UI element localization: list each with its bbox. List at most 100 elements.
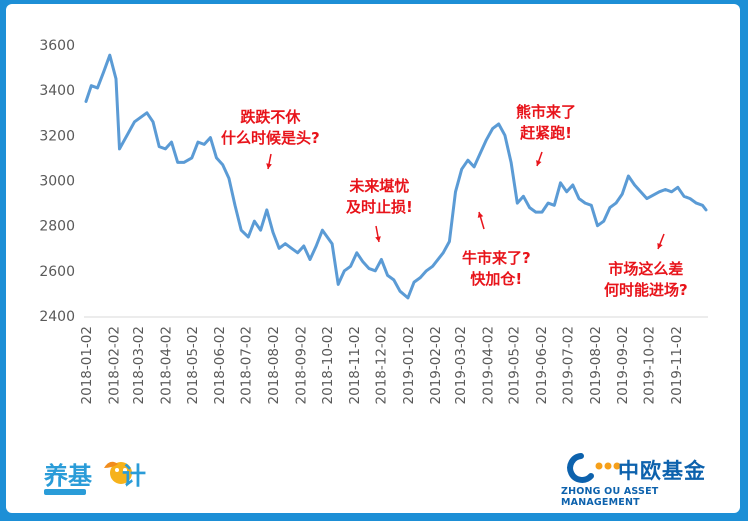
- annotation-arrowhead: [477, 212, 484, 218]
- data-point: [528, 206, 531, 209]
- data-point: [209, 136, 212, 139]
- data-point: [330, 242, 334, 245]
- x-tick-label: 2019-02-02: [428, 326, 444, 404]
- data-point: [151, 120, 155, 124]
- data-point: [139, 116, 142, 119]
- x-tick-label: 2019-04-02: [480, 326, 496, 404]
- x-tick-label: 2019-08-02: [588, 326, 604, 404]
- data-point: [84, 100, 88, 103]
- data-point: [460, 168, 463, 171]
- scroll-indicator[interactable]: [742, 350, 748, 364]
- x-tick-label: 2019-11-02: [669, 326, 685, 404]
- data-point: [419, 276, 422, 279]
- data-point: [676, 186, 679, 189]
- data-point: [315, 244, 318, 248]
- data-point: [90, 84, 93, 87]
- data-point: [321, 229, 324, 232]
- data-point: [221, 163, 224, 166]
- y-tick-label: 3400: [39, 83, 75, 99]
- data-point: [491, 127, 494, 130]
- data-point: [688, 197, 692, 200]
- data-point: [442, 251, 445, 254]
- data-point: [343, 269, 346, 272]
- data-point: [522, 195, 525, 198]
- yangji-logo-text-a: 养基: [44, 462, 92, 490]
- data-point: [145, 111, 149, 115]
- data-point: [664, 188, 667, 191]
- data-point: [355, 251, 358, 254]
- x-tick-label: 2018-11-02: [347, 326, 363, 404]
- x-tick-label: 2018-08-02: [266, 326, 282, 404]
- data-point: [277, 247, 281, 250]
- x-tick-label: 2019-03-02: [453, 326, 469, 404]
- data-point: [479, 152, 482, 155]
- data-point: [374, 269, 377, 272]
- y-tick-label: 2800: [39, 219, 75, 235]
- annotation-5: 市场这么差 何时能进场?: [604, 259, 688, 301]
- x-tick-label: 2018-01-02: [79, 326, 95, 404]
- y-tick-label: 3600: [39, 38, 75, 54]
- data-point: [215, 156, 218, 160]
- data-point: [412, 280, 416, 284]
- x-tick-label: 2019-07-02: [561, 326, 577, 404]
- y-tick-label: 2400: [39, 309, 75, 325]
- x-tick-label: 2018-07-02: [239, 326, 255, 404]
- data-point: [190, 156, 193, 160]
- data-point: [164, 147, 167, 151]
- x-tick-label: 2018-04-02: [158, 326, 174, 404]
- x-tick-label: 2018-09-02: [293, 326, 309, 404]
- data-point: [247, 235, 250, 239]
- data-point: [701, 204, 704, 207]
- data-point: [290, 247, 293, 250]
- x-tick-label: 2018-05-02: [185, 326, 201, 404]
- data-point: [302, 244, 305, 248]
- data-point: [670, 190, 673, 193]
- x-tick-label: 2018-03-02: [131, 326, 147, 404]
- data-point: [367, 267, 371, 270]
- data-point: [596, 224, 599, 227]
- data-point: [559, 181, 562, 184]
- x-tick-label: 2019-05-02: [507, 326, 523, 404]
- line-chart: 2400 2600 2800 3000 3200 3400 3600 2018-01-02 20…: [39, 38, 708, 404]
- data-point: [380, 258, 383, 261]
- x-tick-label: 2019-01-02: [401, 326, 417, 404]
- annotation-3: 牛市来了? 快加仓!: [462, 248, 531, 290]
- data-point: [253, 220, 256, 223]
- data-point: [170, 140, 173, 144]
- data-point: [406, 296, 410, 300]
- chart-panel: 2400 2600 2800 3000 3200 3400 3600 2018-01-02 20…: [6, 4, 740, 513]
- data-point: [645, 197, 649, 200]
- data-point: [398, 290, 402, 293]
- yangji-logo: [44, 461, 132, 495]
- data-point: [203, 143, 206, 146]
- data-point: [577, 197, 581, 200]
- data-point: [608, 206, 612, 209]
- data-point: [509, 161, 513, 164]
- annotation-4-line2: 赶紧跑!: [520, 124, 572, 142]
- x-tick-label: 2018-12-02: [374, 326, 390, 404]
- data-point: [553, 204, 556, 207]
- data-point: [658, 190, 661, 193]
- data-point: [590, 204, 593, 207]
- data-point: [227, 177, 231, 180]
- data-point: [695, 201, 698, 205]
- data-point: [454, 190, 457, 193]
- data-point: [271, 231, 275, 234]
- data-point: [240, 229, 243, 232]
- data-point: [565, 190, 568, 193]
- x-tick-label: 2018-10-02: [320, 326, 336, 404]
- annotation-1: 跌跌不休 什么时候是头?: [221, 107, 320, 149]
- annotation-2-line2: 及时止损!: [346, 198, 413, 216]
- data-point: [96, 86, 99, 90]
- annotation-3-line2: 快加仓!: [470, 270, 523, 288]
- data-point: [466, 159, 470, 162]
- data-point: [602, 220, 605, 223]
- data-point: [682, 195, 686, 198]
- x-tick-label: 2019-10-02: [642, 326, 658, 404]
- data-point: [337, 283, 340, 286]
- data-point: [196, 140, 200, 144]
- x-tick-label: 2019-06-02: [534, 326, 550, 404]
- data-point: [584, 201, 587, 205]
- annotation-5-line2: 何时能进场?: [604, 281, 688, 299]
- data-point: [308, 258, 312, 261]
